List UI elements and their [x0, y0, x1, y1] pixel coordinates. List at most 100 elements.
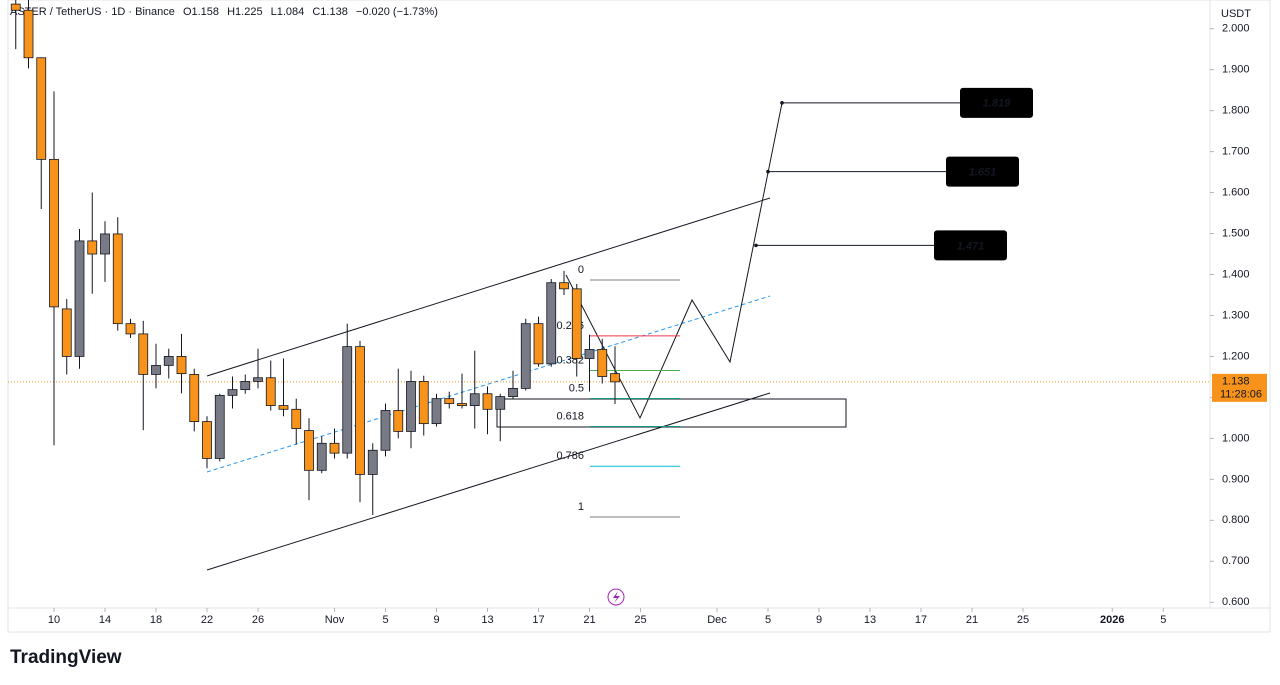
x-tick-label: 10	[48, 614, 60, 626]
candle-body	[304, 430, 314, 471]
x-tick-label: 5	[765, 614, 771, 626]
fib-label: 0	[578, 264, 584, 276]
x-tick-label: 9	[433, 614, 439, 626]
candle-body	[202, 421, 212, 459]
y-tick-label: 0.700	[1222, 555, 1250, 567]
header: ASTER / TetherUS · 1D · Binance O1.158 H…	[10, 6, 443, 18]
candle-body	[189, 374, 200, 422]
target-dot	[766, 169, 770, 174]
fib-label: 0.786	[556, 450, 584, 462]
channel-mid	[206, 295, 771, 473]
logo: TradingView	[10, 647, 122, 669]
chart: USDT 0.6000.7000.8000.9001.0001.1001.200…	[7, 0, 1271, 633]
candle-body	[163, 356, 174, 366]
logo-text: TradingView	[10, 647, 122, 668]
candle-body	[10, 3, 21, 11]
candle-body	[367, 449, 378, 475]
candle-body	[23, 9, 34, 59]
y-tick-label: 2.000	[1222, 23, 1250, 35]
ohlc-high: H1.225	[227, 6, 263, 18]
x-tick-label: 13	[481, 614, 493, 626]
candle-body	[431, 398, 442, 425]
target-box	[934, 230, 1007, 261]
x-tick-label: 2026	[1100, 614, 1124, 626]
y-tick-label: 1.400	[1222, 268, 1250, 280]
frame	[7, 0, 1271, 633]
y-tick-label: 0.600	[1222, 596, 1250, 608]
y-tick-label: 1.600	[1222, 186, 1250, 198]
candle-body	[533, 323, 544, 365]
target-label: 1.651	[969, 167, 997, 179]
candle-body	[278, 405, 289, 410]
target-box	[946, 156, 1019, 187]
candle-body	[240, 381, 251, 391]
candle-body	[342, 346, 353, 454]
x-tick-label: 17	[532, 614, 544, 626]
demand-zone	[496, 398, 847, 428]
x-tick-label: 5	[1160, 614, 1166, 626]
candle-body	[546, 282, 557, 365]
x-tick-label: 14	[99, 614, 111, 626]
event-bolt	[613, 591, 620, 603]
candle-body	[49, 158, 59, 308]
x-tick-label: 13	[864, 614, 876, 626]
candle-body	[112, 233, 123, 325]
candle-body	[520, 323, 531, 389]
target-box	[960, 87, 1033, 118]
candle-body	[253, 377, 263, 382]
candle-body	[291, 408, 302, 429]
target-dot	[754, 243, 758, 248]
channel-upper	[206, 197, 771, 377]
x-tick-label: 21	[966, 614, 978, 626]
x-tick-label: 22	[201, 614, 213, 626]
x-tick-label: 26	[252, 614, 264, 626]
x-tick-label: 25	[634, 614, 646, 626]
y-tick-label: 1.800	[1222, 105, 1250, 117]
candle-body	[495, 396, 506, 410]
target-dot	[780, 101, 784, 105]
x-tick-label: 18	[150, 614, 162, 626]
x-tick-label: Nov	[325, 614, 345, 626]
ohlc-low: L1.084	[270, 6, 305, 18]
symbol: ASTER / TetherUS · 1D · Binance	[10, 6, 175, 18]
last-price-tag	[1212, 373, 1267, 402]
fib-label: 0.5	[569, 382, 584, 394]
candle-body	[597, 349, 608, 377]
candle-body	[571, 288, 582, 359]
y-tick-label: 0.900	[1222, 473, 1250, 485]
candle-body	[214, 394, 225, 459]
y-tick-label: 1.000	[1222, 432, 1250, 444]
target-label: 1.471	[957, 240, 985, 252]
candle-body	[87, 240, 98, 255]
fib-label: 0.618	[556, 410, 584, 422]
y-tick-label: 1.700	[1222, 145, 1250, 157]
countdown: 11:28:06	[1220, 389, 1262, 401]
candle-body	[138, 333, 149, 375]
y-tick-label: 1.500	[1222, 227, 1250, 239]
currency: USDT	[1221, 8, 1251, 20]
candle-body	[36, 57, 47, 160]
candle-body	[406, 381, 416, 432]
candle-body	[355, 346, 365, 475]
candle-body	[508, 387, 518, 397]
ohlc-close: C1.138	[312, 6, 348, 18]
candle-body	[125, 323, 136, 335]
event-icon	[607, 588, 625, 606]
channel-lower	[206, 392, 771, 571]
candle-body	[418, 381, 429, 425]
x-tick-label: Dec	[707, 614, 727, 626]
candle-body	[482, 393, 493, 410]
candle-body	[457, 403, 467, 407]
candle-body	[329, 442, 340, 454]
candle-body	[610, 373, 620, 383]
candle-body	[176, 356, 187, 375]
candle-body	[265, 377, 276, 407]
x-tick-label: 25	[1017, 614, 1029, 626]
y-tick-label: 0.800	[1222, 514, 1250, 526]
candle-body	[584, 349, 595, 359]
candle-body	[316, 442, 327, 471]
candle-body	[444, 398, 455, 404]
x-tick-label: 5	[382, 614, 388, 626]
ohlc-open: O1.158	[182, 6, 220, 18]
x-tick-label: 17	[915, 614, 927, 626]
